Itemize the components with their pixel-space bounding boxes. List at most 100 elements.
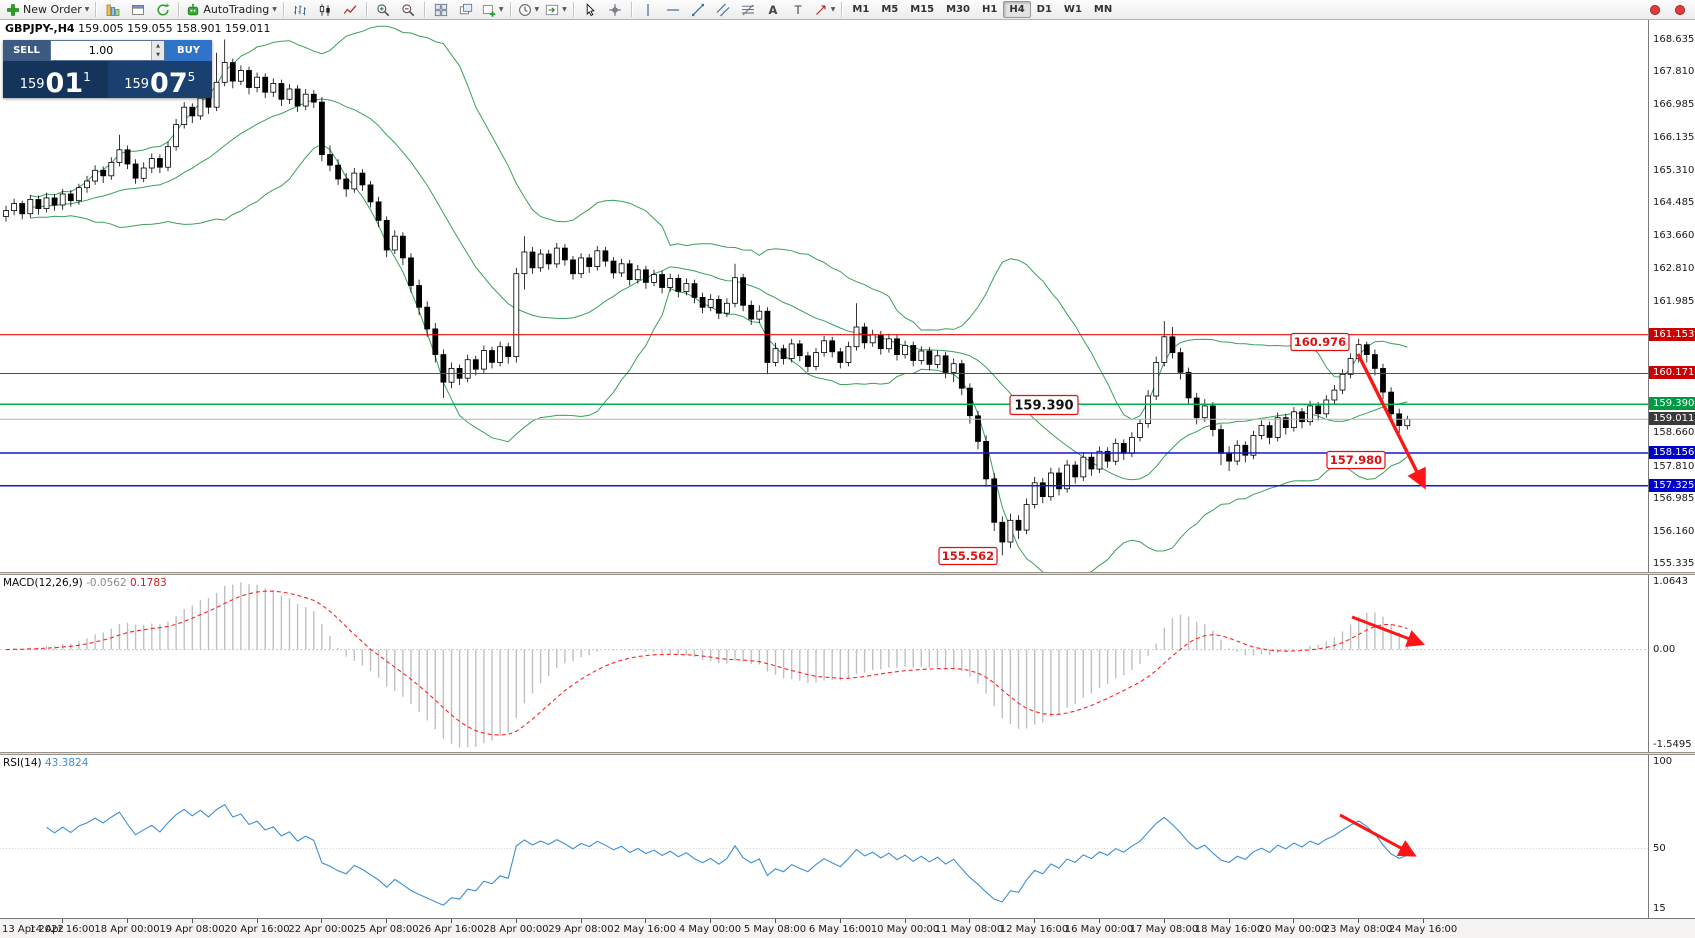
main-chart-canvas[interactable]: 160.976 159.390 157.980 155.562 [0,20,1648,572]
timeframe-mn[interactable]: MN [1093,4,1113,15]
chart-shift-button[interactable]: ▼ [542,0,570,19]
time-axis-label: 5 May 08:00 [743,924,807,935]
price-annotation-157.980[interactable]: 157.980 [1326,450,1386,470]
price-annotation-159.390[interactable]: 159.390 [1009,394,1079,416]
cursor-button[interactable] [578,0,603,19]
timeframe-m15[interactable]: M15 [910,4,935,15]
zoom-out-button[interactable] [396,0,421,19]
volume-spinner[interactable]: ▲ ▼ [151,41,164,60]
price-axis-label: 156.160 [1653,526,1695,537]
cascade-windows-button[interactable] [454,0,479,19]
tile-windows-button[interactable] [429,0,454,19]
time-axis-tick [1423,919,1424,923]
volume-value[interactable]: 1.00 [88,44,114,57]
period-button[interactable]: ▼ [515,0,543,19]
sell-price[interactable]: 159 01 1 [3,61,108,98]
new-chart-button[interactable]: ▼ [479,0,507,19]
time-axis-label: 23 May 08:00 [1323,924,1393,935]
new-order-button[interactable]: New Order ▼ [3,0,92,19]
timeframe-m5[interactable]: M5 [881,4,899,15]
window-icon [131,3,145,17]
macd-main-value: -0.0562 [86,577,127,589]
price-axis[interactable]: 168.635 167.810 166.985 166.135 165.310 164.4… [1648,20,1695,572]
volume-input[interactable]: 1.00 ▲ ▼ [50,40,165,61]
time-axis-tick [451,919,452,923]
panel-divider[interactable] [0,752,1695,755]
macd-panel[interactable]: 1.0643 0.00 -1.5495 MACD(12,26,9) -0.0562 … [0,575,1695,752]
svg-text:157.980: 157.980 [1330,453,1382,467]
macd-trend-arrow[interactable] [1351,615,1426,647]
macd-signal-line [5,590,1408,736]
candlestick-chart-button[interactable] [313,0,338,19]
macd-axis[interactable]: 1.0643 0.00 -1.5495 [1648,575,1695,752]
reddot-icon [1648,3,1662,17]
time-axis-label: 22 Apr 00:00 [288,924,354,935]
buy-button[interactable]: BUY [165,40,212,61]
time-axis-tick [386,919,387,923]
sell-button[interactable]: SELL [3,40,50,61]
timeframe-d1[interactable]: D1 [1036,4,1052,15]
time-axis[interactable]: 13 Apr 2022 14 Apr 16:00 18 Apr 00:00 19 Ap… [0,918,1695,938]
arrows-button[interactable]: ▼ [811,0,839,19]
macd-canvas[interactable] [0,575,1648,752]
rsi-panel[interactable]: 100 50 15 RSI(14) 43.3824 [0,755,1695,918]
autotrading-button-label: AutoTrading [203,3,270,16]
trendline-button[interactable] [686,0,711,19]
horizontal-line-button[interactable] [661,0,686,19]
time-axis-label: 18 Apr 00:00 [94,924,160,935]
toolbar-separator [365,2,368,17]
timeframe-m1[interactable]: M1 [852,4,870,15]
bar-chart-button[interactable] [288,0,313,19]
time-axis-label: 20 May 00:00 [1258,924,1328,935]
time-axis-tick [321,919,322,923]
down-trend-arrow[interactable] [1356,353,1426,490]
text-button[interactable]: A [761,0,786,19]
shapes-icon [814,3,828,17]
svg-text:159.390: 159.390 [1014,399,1073,414]
price-axis-label: 156.985 [1653,493,1695,504]
shift-icon [545,3,559,17]
timeframe-w1[interactable]: W1 [1063,4,1082,15]
time-axis-tick [775,919,776,923]
symbol-title: GBPJPY-,H4 [5,22,75,35]
dropdown-caret-icon: ▼ [830,5,836,13]
time-axis-tick [581,919,582,923]
autotrading-button[interactable]: AutoTrading ▼ [183,0,280,19]
hline-icon [666,3,680,17]
time-axis-tick [1164,919,1165,923]
news-alert-icon[interactable] [1667,0,1692,19]
price-axis-label: 166.135 [1653,132,1695,143]
panel-divider[interactable] [0,572,1695,575]
timeframe-h1[interactable]: H1 [982,4,998,15]
crosshair-button[interactable] [603,0,628,19]
timeframe-h4[interactable]: H4 [1003,1,1031,18]
charts-button[interactable] [100,0,125,19]
connection-status-icon[interactable] [1642,0,1667,19]
rsi-trend-arrow[interactable] [1339,813,1417,857]
volume-up-icon[interactable]: ▲ [152,41,164,51]
channel-button[interactable] [711,0,736,19]
vertical-line-button[interactable] [636,0,661,19]
buy-price[interactable]: 159 07 5 [107,61,212,98]
price-annotation-155.562[interactable]: 155.562 [938,546,998,566]
main-chart-panel[interactable]: 160.976 159.390 157.980 155.562 168.635 167.… [0,20,1695,572]
zoomin-icon [376,3,390,17]
price-badge-157.325: 157.325 [1649,479,1695,492]
line-chart-button[interactable] [338,0,363,19]
volume-down-icon[interactable]: ▼ [152,50,164,60]
zoom-in-button[interactable] [371,0,396,19]
trend-icon [691,3,705,17]
rsi-canvas[interactable] [0,755,1648,918]
toolbar-right [1642,0,1692,19]
profiles-button[interactable] [125,0,150,19]
fibonacci-button[interactable] [736,0,761,19]
refresh-button[interactable] [150,0,175,19]
label-button[interactable]: T [786,0,811,19]
bollinger-lower-band [30,143,1408,572]
rsi-axis-label: 50 [1653,843,1666,854]
rsi-axis[interactable]: 100 50 15 [1648,755,1695,918]
toolbar-separator [841,2,844,17]
timeframe-m30[interactable]: M30 [946,4,970,15]
price-annotation-160.976[interactable]: 160.976 [1290,332,1350,352]
